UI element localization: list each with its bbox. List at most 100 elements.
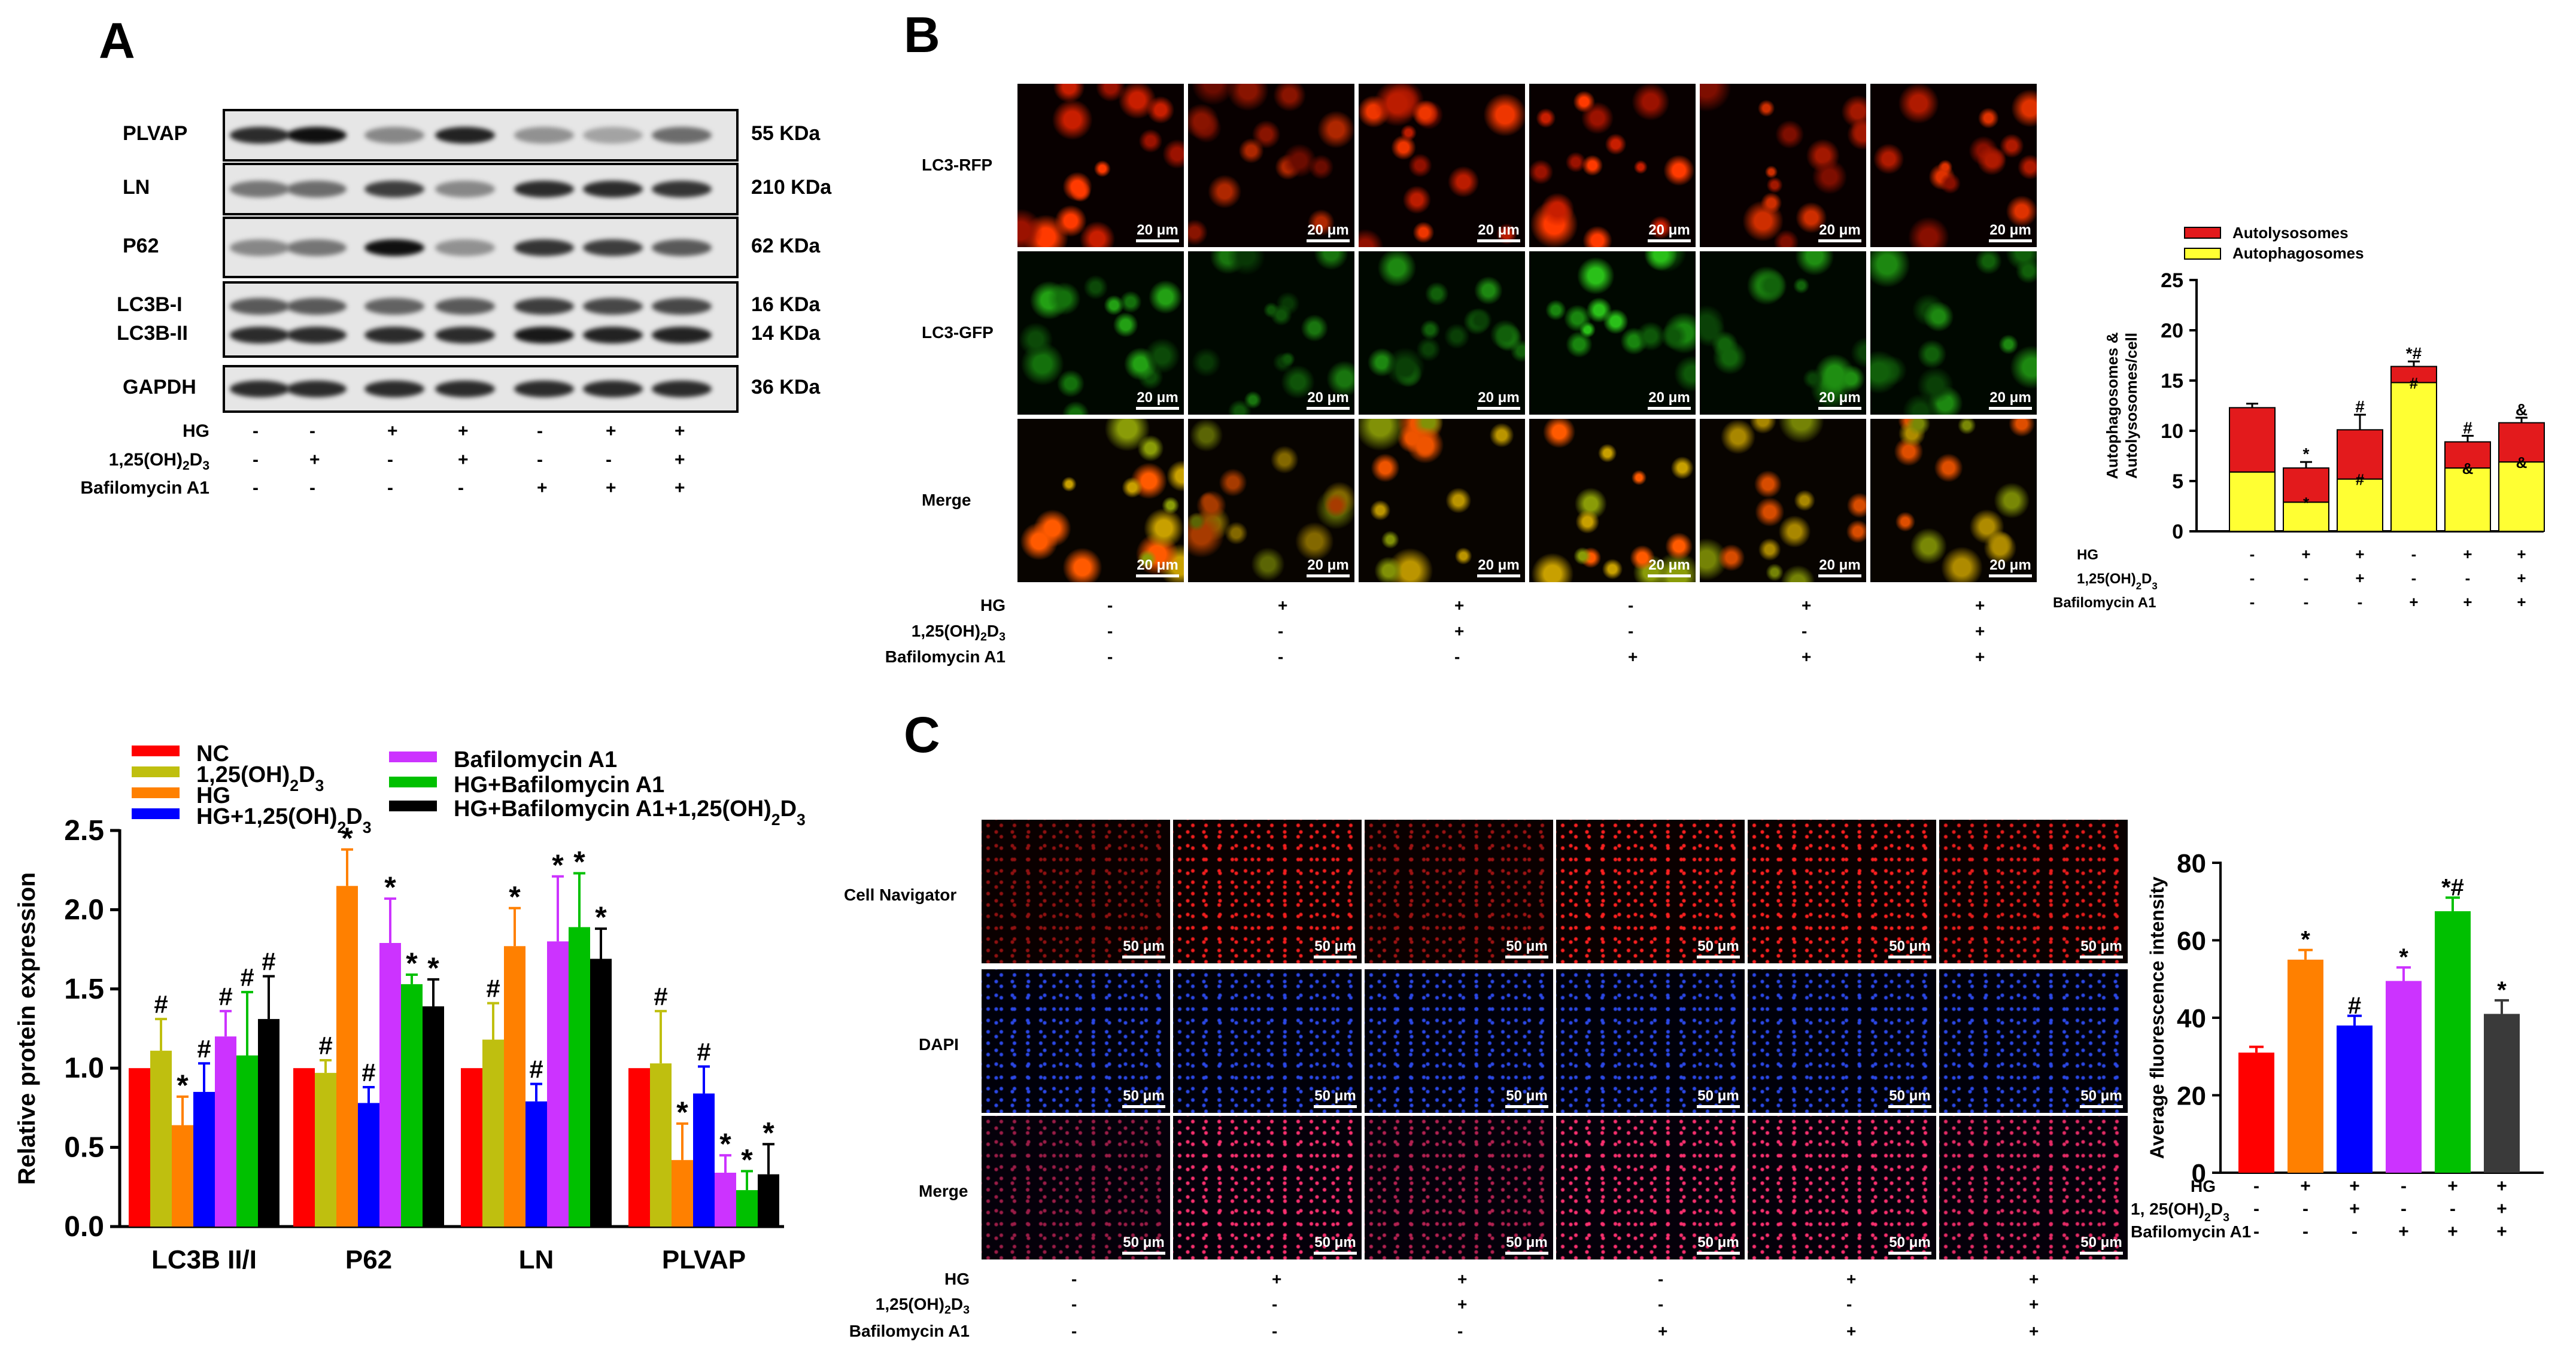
significance-mark: * — [509, 880, 521, 914]
blot-band — [652, 239, 712, 256]
cell-layer — [1359, 84, 1525, 247]
condition-sign: + — [2409, 593, 2418, 611]
condition-sign: + — [675, 421, 685, 441]
blot-band — [230, 127, 290, 144]
significance-mark: * — [2301, 927, 2310, 953]
bar-autolysosomes — [2229, 407, 2276, 473]
blot-band — [287, 327, 347, 344]
condition-sign: - — [1107, 622, 1113, 640]
bar — [236, 1055, 258, 1227]
condition-sign: + — [2300, 1176, 2311, 1196]
significance-mark: # — [197, 1035, 211, 1063]
condition-sign: - — [2250, 569, 2255, 587]
condition-sign: + — [1272, 1270, 1282, 1288]
category-label: PLVAP — [662, 1245, 746, 1274]
inner-mark: * — [2303, 494, 2310, 512]
cell-layer — [982, 969, 1170, 1113]
kda-label: 36 KDa — [751, 376, 821, 398]
condition-label: 1,25(OH)2D3 — [108, 450, 209, 473]
significance-mark: # — [262, 948, 275, 976]
condition-sign: + — [1457, 1270, 1468, 1288]
scale-bar: 50 μm — [1314, 939, 1357, 959]
micrograph-tile: 50 μm — [1365, 969, 1553, 1113]
blot-row — [223, 109, 739, 162]
legend-swatch — [389, 752, 437, 762]
legend-label: Autophagosomes — [2232, 244, 2364, 262]
bar — [129, 1068, 150, 1227]
scale-text: 20 μm — [1478, 222, 1520, 238]
condition-sign: - — [1802, 622, 1808, 640]
condition-sign: - — [387, 478, 393, 498]
condition-label: Bafilomycin A1 — [849, 1322, 970, 1340]
significance-mark: # — [697, 1038, 710, 1066]
scale-text: 20 μm — [1648, 222, 1690, 238]
blot-band — [652, 327, 712, 344]
bar — [401, 984, 423, 1227]
condition-sign: - — [1628, 596, 1634, 614]
inner-mark: # — [2410, 374, 2419, 392]
significance-mark: * — [573, 845, 585, 878]
scale-text: 50 μm — [1314, 1088, 1356, 1104]
significance-mark: * — [341, 822, 353, 855]
blot-row — [223, 217, 739, 278]
scale-text: 20 μm — [1989, 390, 2031, 406]
scale-text: 50 μm — [1697, 938, 1739, 954]
condition-sign: + — [2355, 569, 2364, 587]
condition-label: 1,25(OH)2D3 — [875, 1295, 970, 1317]
condition-sign: - — [2253, 1176, 2259, 1196]
bar — [315, 1073, 336, 1227]
condition-sign: - — [253, 450, 259, 470]
condition-sign: + — [1454, 596, 1465, 614]
scale-line — [2080, 1252, 2123, 1255]
scale-line — [1888, 956, 1931, 959]
image-row-label: DAPI — [919, 1035, 959, 1054]
cell-layer — [1188, 419, 1354, 582]
blot-band — [230, 181, 290, 197]
bar-autolysosomes — [2283, 467, 2329, 503]
significance-mark: * — [2497, 977, 2507, 1003]
scale-line — [2080, 1105, 2123, 1108]
condition-label: HG — [980, 596, 1006, 614]
significance-mark: # — [2463, 418, 2472, 437]
kda-label: 210 KDa — [751, 176, 832, 199]
bar-autolysosomes — [2498, 422, 2545, 463]
legend-swatch — [2184, 248, 2221, 260]
bar-autolysosomes — [2390, 366, 2437, 384]
blot-band — [230, 381, 290, 397]
legend-label: NC — [196, 741, 229, 766]
blot-band — [514, 181, 574, 197]
micrograph-tile: 50 μm — [982, 820, 1170, 963]
bar — [172, 1125, 193, 1227]
bar — [736, 1190, 758, 1227]
scale-line — [1136, 239, 1179, 242]
blot-band — [230, 298, 290, 315]
cell-layer — [982, 1116, 1170, 1259]
cell-layer — [1359, 419, 1525, 582]
scale-text: 50 μm — [2080, 1234, 2122, 1251]
blot-band — [287, 381, 347, 397]
cell-layer — [1529, 419, 1696, 582]
scale-bar: 20 μm — [1307, 223, 1350, 242]
condition-sign: + — [2463, 545, 2472, 563]
condition-label: HG — [2191, 1177, 2216, 1195]
condition-sign: - — [309, 478, 315, 498]
cell-layer — [1556, 969, 1745, 1113]
significance-mark: * — [676, 1096, 688, 1129]
condition-sign: + — [2517, 569, 2526, 587]
micrograph-tile: 50 μm — [1939, 1116, 2128, 1259]
micrograph-tile: 20 μm — [1529, 251, 1696, 415]
condition-sign: + — [2517, 593, 2526, 611]
condition-sign: - — [253, 421, 259, 441]
cell-layer — [982, 820, 1170, 963]
scale-line — [1314, 1105, 1357, 1108]
legend-swatch — [389, 777, 437, 787]
condition-sign: - — [537, 450, 543, 470]
bar — [2288, 959, 2323, 1173]
micrograph-tile: 50 μm — [1556, 820, 1745, 963]
legend-swatch — [2184, 227, 2221, 239]
legend-label: HG+Bafilomycin A1+1,25(OH)2D3 — [454, 796, 806, 829]
micrograph-tile: 20 μm — [1870, 251, 2037, 415]
blot-band — [583, 239, 643, 256]
y-tick-label: 1.0 — [64, 1052, 104, 1084]
condition-sign: - — [606, 450, 612, 470]
